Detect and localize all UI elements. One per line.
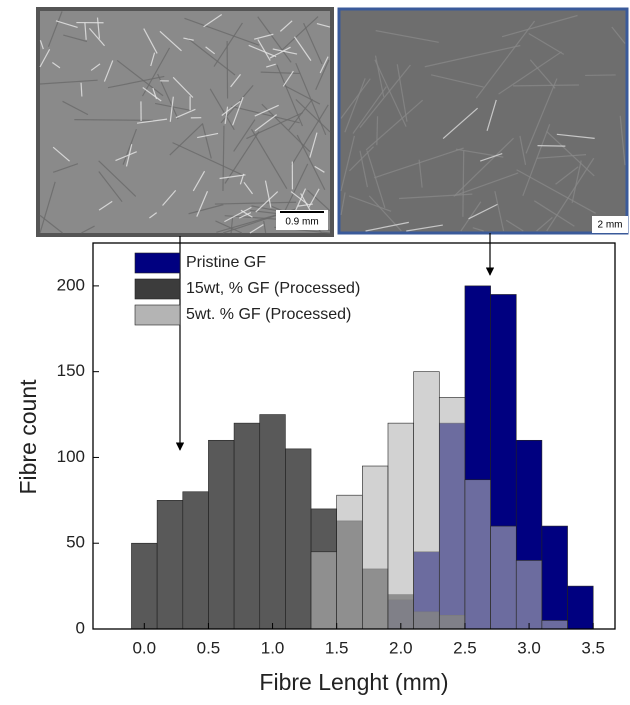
fibre [463,151,464,217]
x-tick-label: 1.0 [261,638,285,657]
x-tick-label: 3.0 [517,638,541,657]
bar [337,495,363,629]
bar [183,492,209,629]
y-tick-label: 0 [76,618,85,637]
x-tick-label: 0.0 [132,638,156,657]
bar [439,397,465,629]
bar [414,372,440,629]
bar [465,480,491,629]
x-tick-label: 2.0 [389,638,413,657]
legend-swatch [135,279,180,299]
y-tick-label: 200 [57,275,85,294]
fibre [513,85,579,86]
bar [157,500,183,629]
bar [542,526,568,629]
y-tick-label: 150 [57,361,85,380]
scale-label: 0.9 mm [285,217,318,228]
legend-swatch [135,305,180,325]
micrograph [339,9,627,233]
legend-label: Pristine GF [186,254,266,271]
bar [516,560,542,629]
fibre [377,116,378,145]
y-axis-label: Fibre count [15,379,41,495]
y-tick-label: 100 [57,447,85,466]
y-tick-label: 50 [66,533,85,552]
scale-label: 2 mm [598,220,623,231]
bar [285,449,311,629]
legend-swatch [135,253,180,273]
bar [208,440,234,629]
fibre [537,146,565,147]
bar [568,586,594,629]
x-tick-label: 1.5 [325,638,349,657]
bar [311,552,337,629]
bar [131,543,157,629]
micrograph [38,9,332,235]
legend-label: 15wt, % GF (Processed) [186,280,360,297]
bar [362,466,388,629]
legend-label: 5wt. % GF (Processed) [186,306,351,323]
x-tick-label: 3.5 [581,638,605,657]
x-tick-label: 0.5 [197,638,221,657]
bar [234,423,260,629]
x-tick-label: 2.5 [453,638,477,657]
fibre [81,83,82,97]
plot [131,286,593,629]
bar [260,415,286,629]
bar [542,620,568,629]
bar [388,423,414,629]
bar [491,526,517,629]
x-axis-label: Fibre Lenght (mm) [259,669,448,695]
